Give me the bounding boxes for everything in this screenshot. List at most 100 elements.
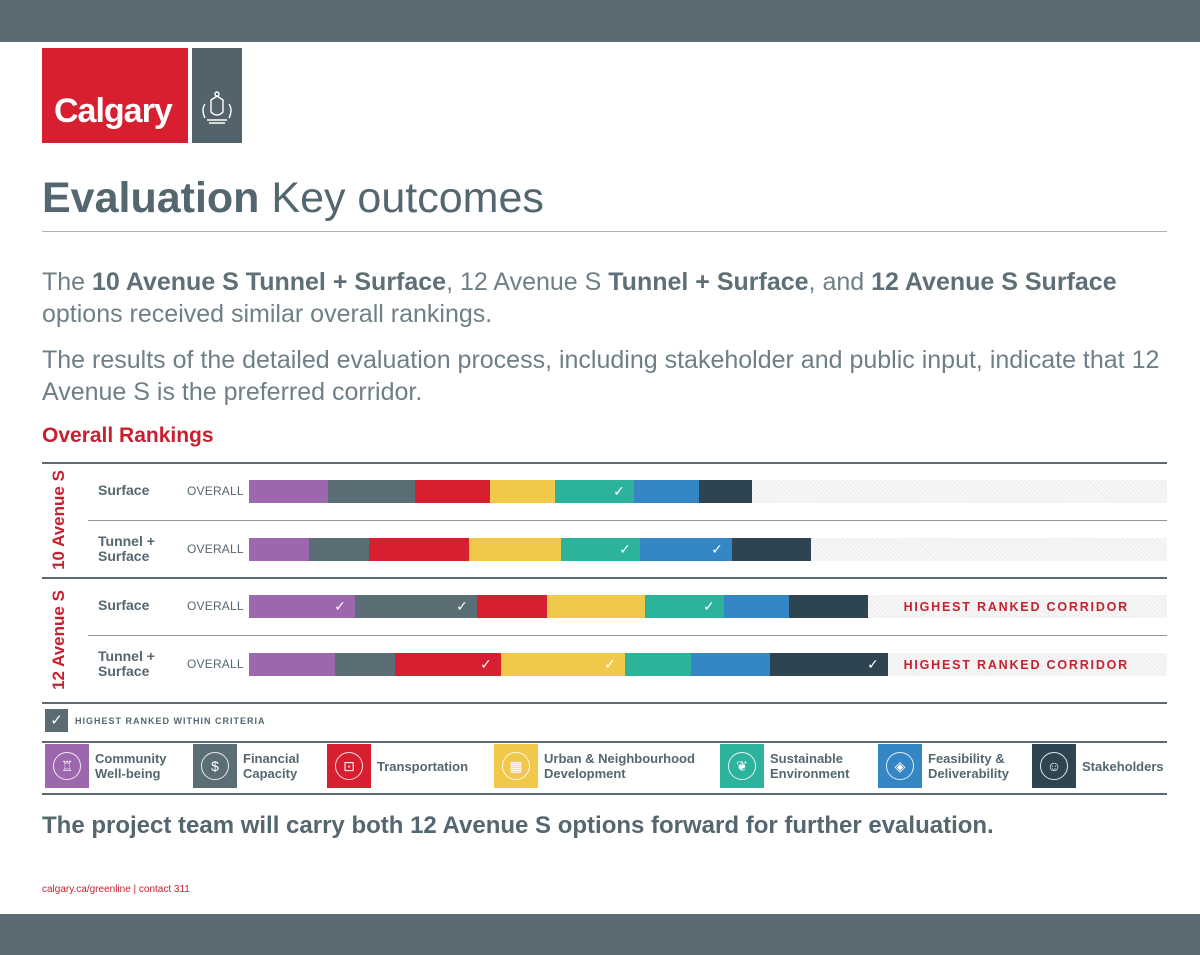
train-icon: ⊡ bbox=[335, 752, 363, 780]
legend-top-rule bbox=[42, 741, 1167, 743]
checkmark-icon: ✓ bbox=[480, 656, 492, 672]
row-name: Surface bbox=[98, 482, 150, 498]
checkmark-legend-label: HIGHEST RANKED WITHIN CRITERIA bbox=[75, 716, 266, 726]
bar-segment-stakeholders bbox=[789, 595, 868, 618]
chart-bottom-rule bbox=[42, 702, 1167, 704]
legend-label-line: Deliverability bbox=[928, 766, 1009, 781]
bar-segment-feasibility bbox=[724, 595, 789, 618]
row-name: Tunnel + Surface bbox=[98, 648, 155, 679]
bar-segment-financial bbox=[309, 538, 369, 561]
group-divider bbox=[42, 577, 1167, 579]
legend-swatch: ▦ bbox=[494, 744, 538, 788]
bar-segment-sustainable: ✓ bbox=[645, 595, 724, 618]
bar-segment-community bbox=[249, 480, 328, 503]
intro-run: , and bbox=[808, 268, 872, 296]
checkmark-icon: ✓ bbox=[619, 541, 631, 557]
overall-label: OVERALL bbox=[187, 599, 244, 613]
legend-swatch: ☺ bbox=[1032, 744, 1076, 788]
legend-label: Stakeholders bbox=[1082, 759, 1164, 774]
group-label: 12 Avenue S bbox=[45, 578, 73, 702]
legend-label-line: Urban & Neighbourhood bbox=[544, 751, 695, 766]
bar-track: ✓ ✓ ✓ HIGHEST RANKED CORRIDOR bbox=[249, 653, 1167, 676]
person-icon: ☺ bbox=[1040, 752, 1068, 780]
intro-run: Tunnel + Surface bbox=[608, 268, 809, 296]
bar-track: ✓ bbox=[249, 480, 1167, 503]
bar-segment-feasibility bbox=[691, 653, 770, 676]
building-icon: ▦ bbox=[502, 752, 530, 780]
bar-segment-urban bbox=[469, 538, 561, 561]
checkmark-icon: ✓ bbox=[867, 656, 879, 672]
bar-segment-sustainable: ✓ bbox=[555, 480, 634, 503]
bar-segment-stakeholders bbox=[699, 480, 752, 503]
legend-item-financial: $ Financial Capacity bbox=[193, 744, 299, 788]
legend-label: Sustainable Environment bbox=[770, 751, 849, 781]
row-divider bbox=[88, 520, 1167, 521]
legend-item-stakeholders: ☺ Stakeholders bbox=[1032, 744, 1164, 788]
checkmark-icon: ✓ bbox=[711, 541, 723, 557]
legend-label-line: Environment bbox=[770, 766, 850, 781]
intro-paragraph-1: The 10 Avenue S Tunnel + Surface, 12 Ave… bbox=[42, 266, 1167, 330]
bar-segment-financial bbox=[328, 480, 415, 503]
legend-bottom-rule bbox=[42, 793, 1167, 795]
legend-item-transportation: ⊡ Transportation bbox=[327, 744, 468, 788]
bar-segment-stakeholders bbox=[732, 538, 811, 561]
bar-segment-urban bbox=[490, 480, 555, 503]
title-bold: Evaluation bbox=[42, 174, 260, 222]
bar-segment-community: ✓ bbox=[249, 595, 355, 618]
intro-paragraph-2: The results of the detailed evaluation p… bbox=[42, 346, 1160, 406]
bar-segment-feasibility: ✓ bbox=[640, 538, 732, 561]
calgary-logo[interactable]: Calgary bbox=[42, 48, 188, 143]
legend-swatch: ◈ bbox=[878, 744, 922, 788]
legend-label-line: Sustainable bbox=[770, 751, 843, 766]
bar-segment-transportation bbox=[369, 538, 469, 561]
legend-label-line: Stakeholders bbox=[1082, 758, 1164, 774]
legend-label: Transportation bbox=[377, 759, 468, 774]
title-divider bbox=[42, 231, 1167, 232]
overall-label: OVERALL bbox=[187, 542, 244, 556]
bar-segment-community bbox=[249, 653, 335, 676]
intro-run: , 12 Avenue S bbox=[446, 268, 609, 296]
checkmark-icon: ✓ bbox=[334, 598, 346, 614]
chart-top-rule bbox=[42, 462, 1167, 464]
bar-segment-urban bbox=[547, 595, 645, 618]
intro-run: 12 Avenue S Surface bbox=[871, 268, 1117, 296]
title-light: Key outcomes bbox=[271, 174, 544, 222]
intro-run: options received similar overall ranking… bbox=[42, 300, 493, 328]
legend-swatch: ❦ bbox=[720, 744, 764, 788]
checkmark-icon: ✓ bbox=[703, 598, 715, 614]
legend-label-line: Community bbox=[95, 751, 167, 766]
legend-label-line: Development bbox=[544, 766, 626, 781]
bar-segment-sustainable: ✓ bbox=[561, 538, 640, 561]
group-label-text: 12 Avenue S bbox=[49, 590, 68, 690]
legend-label: Feasibility & Deliverability bbox=[928, 751, 1009, 781]
bar-track: ✓ ✓ ✓ HIGHEST RANKED CORRIDOR bbox=[249, 595, 1167, 618]
footer-link[interactable]: calgary.ca/greenline | contact 311 bbox=[42, 884, 190, 895]
bar-segment-transportation bbox=[477, 595, 547, 618]
bar-segment-transportation bbox=[415, 480, 490, 503]
intro-run: The bbox=[42, 268, 93, 296]
city-crest-panel bbox=[192, 48, 242, 143]
row-name: Tunnel + Surface bbox=[98, 533, 155, 564]
legend-item-community: ♖ Community Well-being bbox=[45, 744, 167, 788]
legend-item-feasibility: ◈ Feasibility & Deliverability bbox=[878, 744, 1009, 788]
group-label-text: 10 Avenue S bbox=[49, 470, 68, 570]
legend-label: Financial Capacity bbox=[243, 751, 299, 781]
bar-segment-community bbox=[249, 538, 309, 561]
dollar-icon: $ bbox=[201, 752, 229, 780]
community-icon: ♖ bbox=[53, 752, 81, 780]
legend-label-line: Feasibility & bbox=[928, 751, 1005, 766]
bar-segment-urban: ✓ bbox=[501, 653, 625, 676]
logo-wordmark: Calgary bbox=[54, 92, 173, 130]
bar-segment-financial: ✓ bbox=[355, 595, 477, 618]
bar-track: ✓ ✓ bbox=[249, 538, 1167, 561]
closing-statement: The project team will carry both 12 Aven… bbox=[42, 812, 994, 839]
bottom-band bbox=[0, 914, 1200, 955]
overall-label: OVERALL bbox=[187, 657, 244, 671]
highest-ranked-label: HIGHEST RANKED CORRIDOR bbox=[903, 658, 1129, 672]
checkmark-icon: ✓ bbox=[456, 598, 468, 614]
intro-run: 10 Avenue S Tunnel + Surface bbox=[92, 268, 447, 296]
crest-icon bbox=[202, 91, 232, 124]
row-name: Surface bbox=[98, 597, 150, 613]
bar-segment-sustainable bbox=[625, 653, 691, 676]
row-divider bbox=[88, 635, 1167, 636]
